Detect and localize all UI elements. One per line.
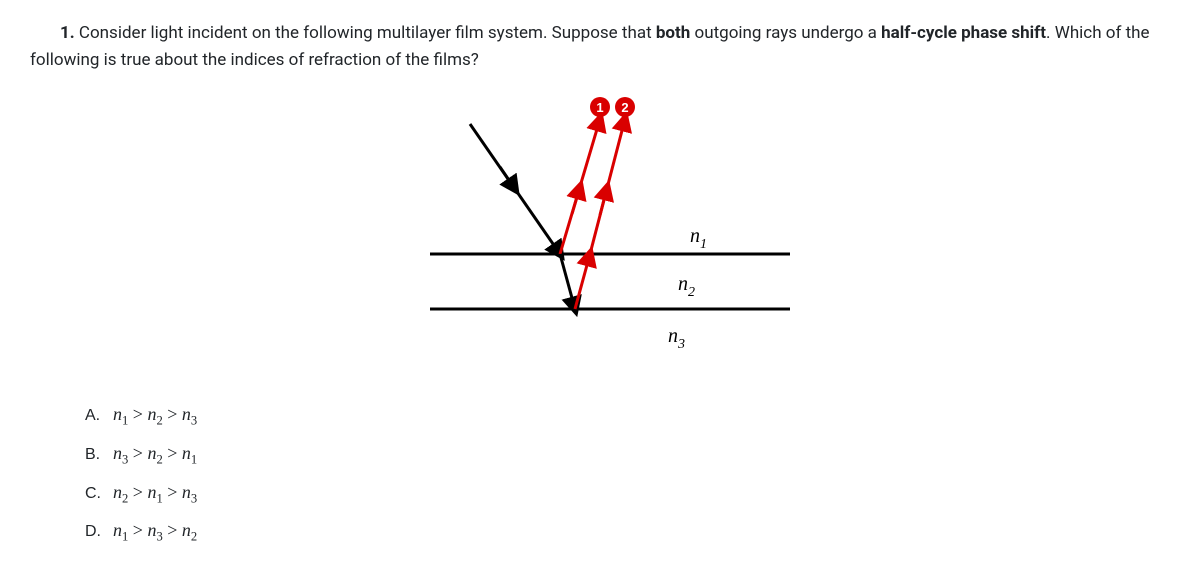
answer-c: C. n2 > n1 > n3 xyxy=(85,482,1170,507)
diagram-container: 1 2 n1 n2 n3 xyxy=(30,94,1170,374)
thin-film-diagram: 1 2 n1 n2 n3 xyxy=(390,94,810,374)
q-bold2: half-cycle phase shift xyxy=(881,23,1046,43)
answer-expr: n2 > n1 > n3 xyxy=(113,482,197,507)
label-n2: n2 xyxy=(678,273,695,300)
incident-ray-mid xyxy=(500,167,515,189)
badge-1-text: 1 xyxy=(596,100,603,115)
answer-a: A. n1 > n2 > n3 xyxy=(85,404,1170,429)
q-part2: outgoing rays undergo a xyxy=(690,23,881,43)
answer-letter: C. xyxy=(85,485,113,503)
question-number: 1. xyxy=(60,23,75,43)
badge-2: 2 xyxy=(615,97,635,117)
label-n1: n1 xyxy=(690,225,707,252)
ray2-in-film xyxy=(575,254,590,309)
reflected-ray-2-mid xyxy=(600,188,607,215)
q-part1: Consider light incident on the following… xyxy=(75,23,656,43)
refracted-ray xyxy=(560,254,575,309)
question-stem: 1. Consider light incident on the follow… xyxy=(30,20,1170,74)
answer-letter: D. xyxy=(85,523,113,541)
badge-2-text: 2 xyxy=(621,100,628,115)
answer-b: B. n3 > n2 > n1 xyxy=(85,443,1170,468)
answer-list: A. n1 > n2 > n3 B. n3 > n2 > n1 C. n2 > … xyxy=(85,404,1170,544)
answer-letter: B. xyxy=(85,446,113,464)
badge-1: 1 xyxy=(590,97,610,117)
answer-letter: A. xyxy=(85,407,113,425)
label-n3: n3 xyxy=(668,325,685,352)
reflected-ray-1-mid xyxy=(572,187,580,214)
answer-expr: n3 > n2 > n1 xyxy=(113,443,197,468)
answer-expr: n1 > n3 > n2 xyxy=(113,520,197,545)
q-bold1: both xyxy=(656,23,690,43)
answer-expr: n1 > n2 > n3 xyxy=(113,404,197,429)
answer-d: D. n1 > n3 > n2 xyxy=(85,520,1170,545)
